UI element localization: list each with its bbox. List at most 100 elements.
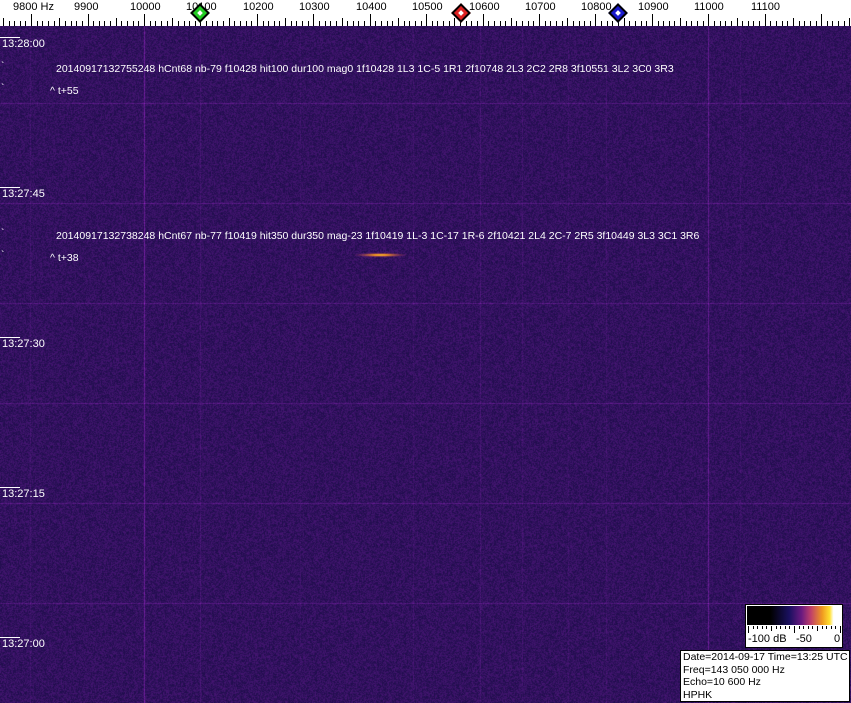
axis-tick	[398, 18, 399, 26]
axis-tick	[562, 21, 563, 26]
axis-tick-label: 11000	[694, 1, 724, 13]
axis-tick	[25, 21, 26, 26]
info-box: Date=2014-09-17 Time=13:25 UTC Freq=143 …	[680, 650, 850, 702]
axis-tick	[189, 21, 190, 26]
axis-tick-label: 9800 Hz	[13, 1, 54, 13]
axis-tick	[347, 21, 348, 26]
axis-tick	[511, 18, 512, 26]
axis-tick	[155, 21, 156, 26]
axis-tick	[217, 21, 218, 26]
info-freq: Freq=143 050 000 Hz	[683, 663, 785, 676]
annotation-mark: `	[1, 61, 5, 72]
axis-tick	[212, 21, 213, 26]
axis-tick-label: 10500	[412, 1, 443, 13]
annotation-mark: `	[1, 228, 5, 239]
axis-tick	[770, 21, 771, 26]
axis-tick	[313, 14, 314, 26]
time-tick-line	[0, 37, 20, 38]
time-tick-line	[0, 637, 20, 638]
axis-tick	[342, 18, 343, 26]
colorbar-tick	[794, 626, 795, 633]
axis-tick	[257, 14, 258, 26]
axis-tick	[387, 21, 388, 26]
axis-tick	[471, 21, 472, 26]
axis-tick	[234, 21, 235, 26]
axis-tick	[37, 21, 38, 26]
colorbar-label: -50	[796, 633, 812, 645]
axis-tick	[184, 21, 185, 26]
colorbar-tick	[817, 626, 818, 631]
axis-tick	[765, 14, 766, 26]
colorbar-tick	[784, 626, 786, 629]
axis-tick	[844, 21, 845, 26]
annotation-mark: `	[1, 250, 5, 261]
axis-tick	[9, 21, 10, 26]
colorbar-tick	[807, 626, 809, 629]
axis-tick	[460, 21, 461, 26]
axis-tick	[804, 21, 805, 26]
axis-tick	[274, 21, 275, 26]
axis-tick	[646, 21, 647, 26]
axis-tick	[782, 21, 783, 26]
axis-tick	[680, 18, 681, 26]
axis-tick	[714, 21, 715, 26]
axis-tick	[76, 21, 77, 26]
axis-tick	[110, 21, 111, 26]
time-tick-line	[0, 487, 20, 488]
axis-tick	[629, 21, 630, 26]
axis-tick	[584, 21, 585, 26]
colorbar-tick	[789, 626, 791, 629]
axis-tick	[827, 21, 828, 26]
frequency-axis: 9800 Hz990010000101001020010300104001050…	[0, 0, 851, 26]
axis-tick	[528, 21, 529, 26]
axis-tick	[697, 21, 698, 26]
axis-tick-label: 10600	[469, 1, 500, 13]
meteor-annotation: 20140917132755248 hCnt68 nb-79 f10428 hi…	[56, 63, 674, 75]
axis-tick	[240, 21, 241, 26]
axis-tick	[104, 21, 105, 26]
axis-tick	[759, 21, 760, 26]
axis-tick-label: 10000	[130, 1, 161, 13]
axis-tick-label: 10700	[525, 1, 556, 13]
axis-tick	[674, 21, 675, 26]
axis-tick	[505, 21, 506, 26]
colorbar-tick	[757, 626, 759, 629]
axis-tick	[601, 21, 602, 26]
axis-tick	[364, 21, 365, 26]
axis-tick	[206, 21, 207, 26]
axis-tick	[229, 18, 230, 26]
axis-tick	[59, 18, 60, 26]
colorbar-tick	[812, 626, 814, 629]
axis-tick	[635, 21, 636, 26]
axis-tick	[31, 14, 32, 26]
axis-tick	[607, 21, 608, 26]
axis-tick	[42, 21, 43, 26]
axis-tick	[793, 18, 794, 26]
axis-tick	[488, 21, 489, 26]
axis-tick	[409, 21, 410, 26]
axis-tick	[731, 21, 732, 26]
colorbar-tick	[748, 626, 749, 633]
time-label: 13:27:15	[2, 488, 45, 500]
axis-tick	[150, 21, 151, 26]
colorbar-tick	[761, 626, 763, 629]
axis-tick	[641, 21, 642, 26]
colorbar-label: 0	[834, 633, 841, 645]
axis-tick	[838, 21, 839, 26]
axis-tick	[703, 21, 704, 26]
axis-tick	[658, 21, 659, 26]
axis-tick	[579, 21, 580, 26]
axis-tick	[437, 21, 438, 26]
colorbar-tick	[766, 626, 768, 629]
axis-tick	[279, 21, 280, 26]
axis-tick	[787, 21, 788, 26]
axis-tick	[246, 21, 247, 26]
axis-tick	[742, 21, 743, 26]
axis-tick-label: 10300	[299, 1, 330, 13]
axis-tick	[319, 21, 320, 26]
axis-tick	[336, 21, 337, 26]
colorbar-tick	[752, 626, 754, 629]
axis-tick	[302, 21, 303, 26]
axis-tick	[522, 21, 523, 26]
axis-tick	[93, 21, 94, 26]
